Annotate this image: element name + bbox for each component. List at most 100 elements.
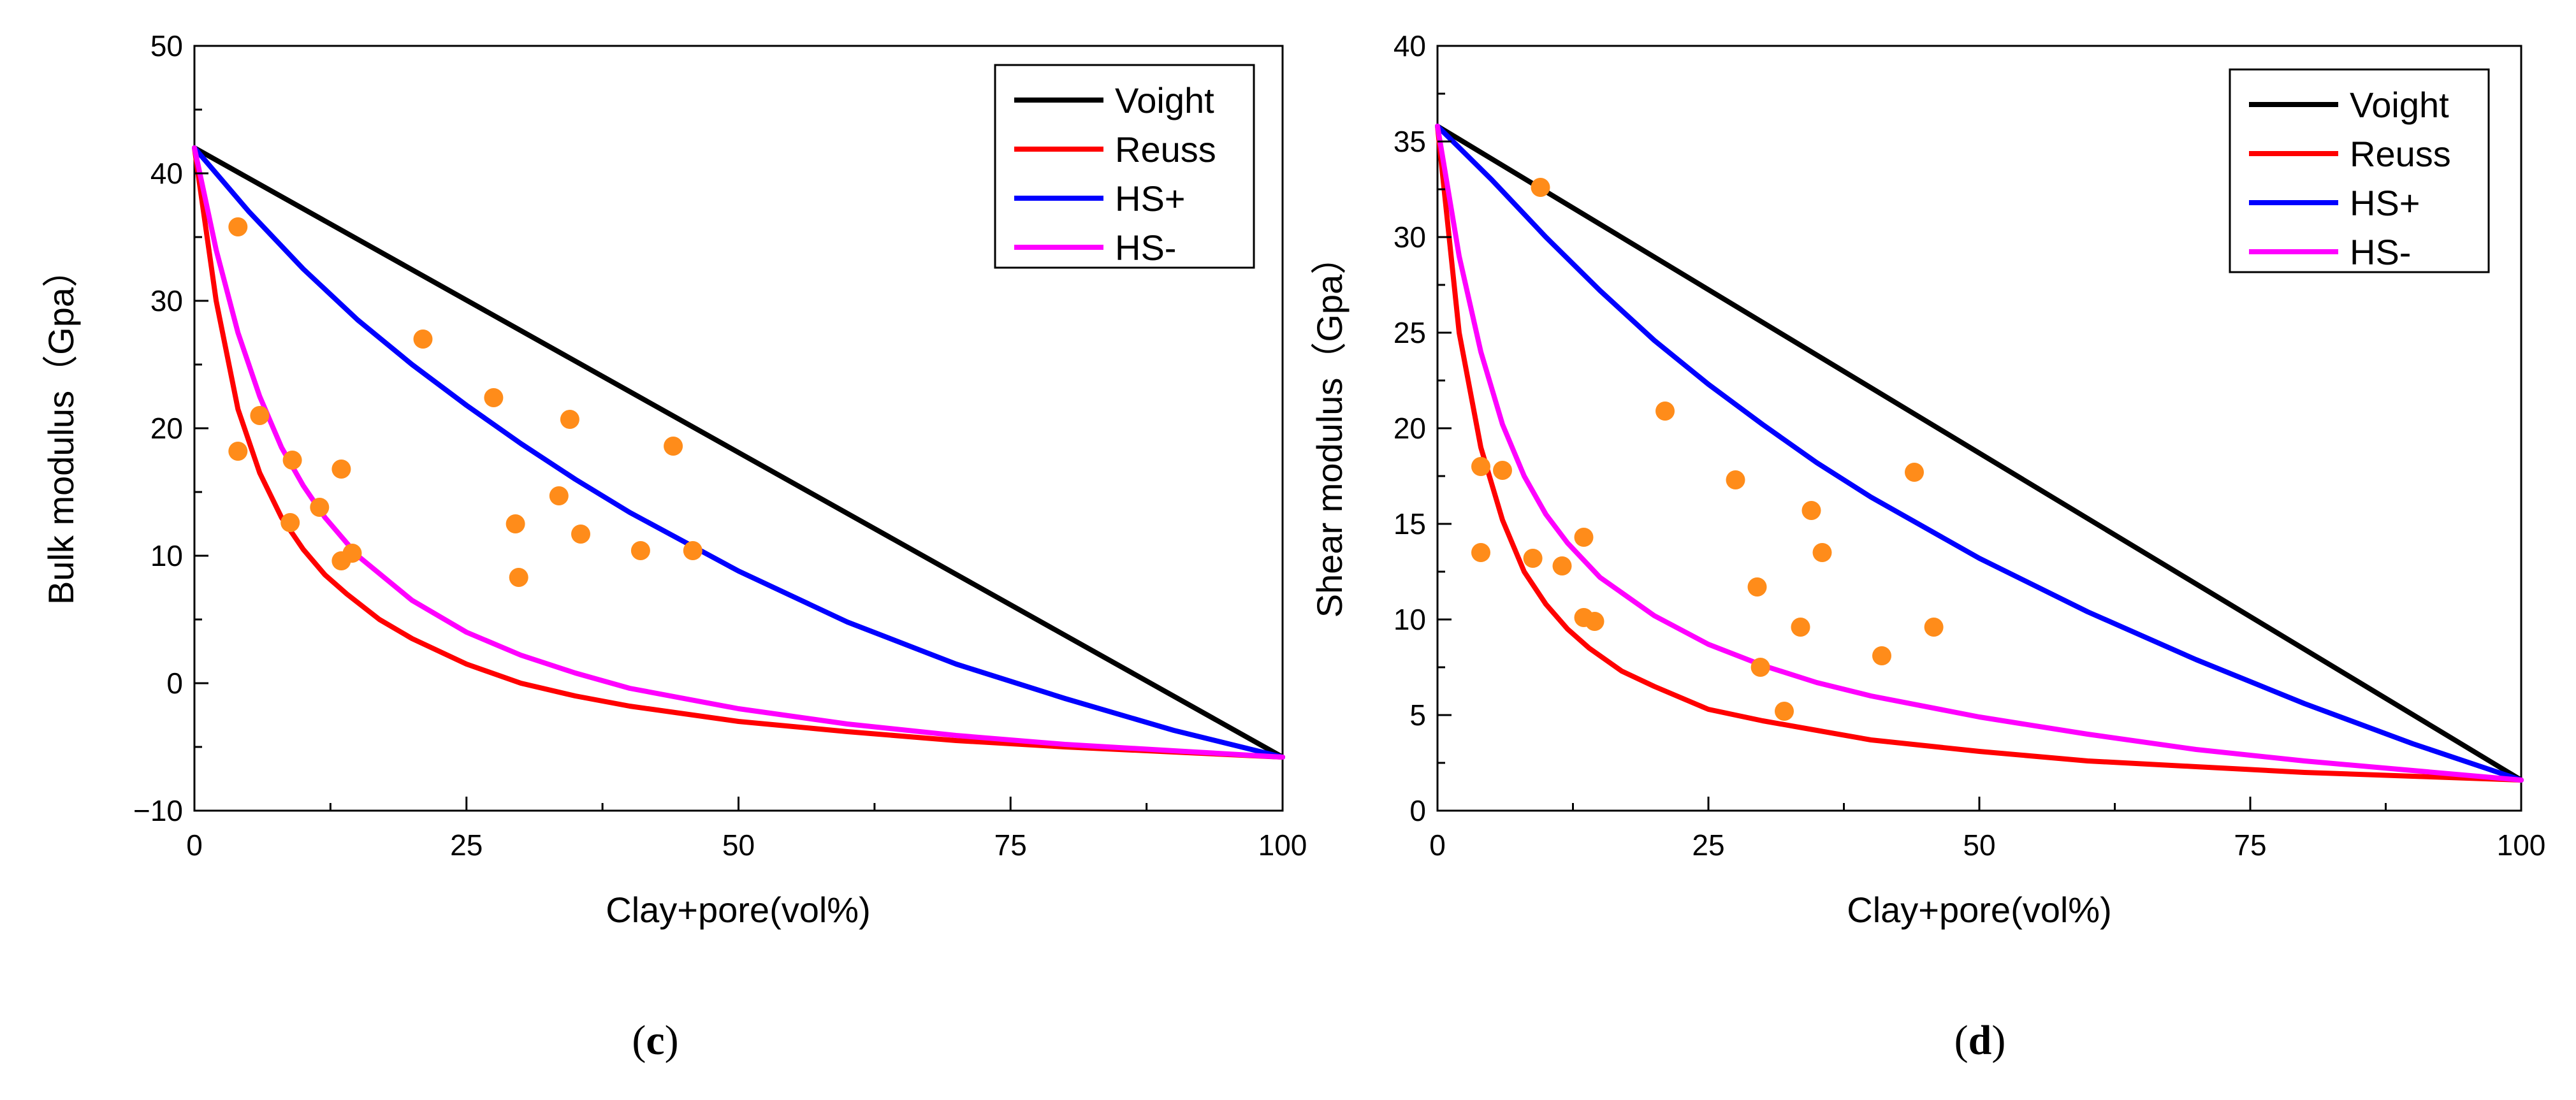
data-point — [282, 451, 302, 470]
data-point — [1872, 646, 1891, 665]
legend-label-hs-plus: HS+ — [1115, 178, 1186, 219]
data-point — [331, 460, 351, 479]
curve-layer — [192, 145, 1285, 760]
y-axis-label: Shear modulus（Gpa） — [1309, 239, 1350, 618]
x-tick-label: 75 — [994, 829, 1027, 862]
y-tick-label: 25 — [1394, 316, 1426, 349]
panel-label-open: ( — [632, 1017, 646, 1064]
x-axis-label: Clay+pore(vol%) — [1847, 890, 2112, 930]
legend-label-voight: Voight — [2350, 85, 2449, 125]
series-voight — [1435, 124, 2524, 783]
legend-label-reuss: Reuss — [1115, 129, 1216, 170]
x-tick-label: 75 — [2234, 829, 2266, 862]
data-point — [1585, 612, 1605, 631]
series-voight — [192, 145, 1285, 760]
y-tick-label: 0 — [1409, 794, 1426, 827]
y-axis-label: Bulk modulus（Gpa） — [41, 252, 81, 605]
y-tick-label: 40 — [150, 157, 183, 190]
y-tick-label: 20 — [150, 412, 183, 445]
panel-label-d: (d) — [1954, 1017, 2006, 1064]
data-point — [1552, 556, 1572, 575]
data-point — [1924, 618, 1944, 637]
x-axis-ticks: 0 25 50 75 100 — [1429, 797, 2545, 862]
x-axis-label: Clay+pore(vol%) — [606, 890, 871, 930]
y-axis-ticks: −10 0 10 20 30 40 50 — [133, 29, 208, 827]
series-hs-minusplus — [192, 145, 1285, 760]
data-point — [1812, 543, 1832, 562]
data-point — [280, 513, 300, 532]
legend: Voight Reuss HS+ HS- — [2229, 68, 2490, 273]
x-tick-label: 0 — [1429, 829, 1446, 862]
panel-label-letter: d — [1968, 1017, 1992, 1064]
data-point — [1775, 702, 1794, 721]
data-point — [1574, 528, 1594, 547]
series-reuss — [192, 145, 1285, 760]
data-point — [1750, 658, 1770, 677]
point-layer — [1471, 178, 1944, 721]
x-tick-label: 50 — [1963, 829, 1995, 862]
data-point — [342, 544, 362, 563]
data-point — [630, 541, 650, 560]
data-point — [1655, 402, 1675, 421]
legend-label-hs-minus: HS- — [2350, 232, 2411, 272]
data-point — [310, 498, 330, 517]
y-axis-ticks: 0 5 10 15 20 25 30 35 40 — [1394, 29, 1452, 827]
series-hs-minusplus — [1435, 124, 2524, 783]
data-point — [1471, 457, 1490, 476]
panel-label-open: ( — [1954, 1017, 1968, 1064]
legend-label-hs-minus: HS- — [1115, 228, 1176, 268]
data-point — [1726, 470, 1745, 489]
x-tick-label: 100 — [2497, 829, 2546, 862]
panel-label-close: ) — [665, 1017, 679, 1064]
y-tick-label: 20 — [1394, 412, 1426, 445]
data-point — [1471, 543, 1490, 562]
y-tick-label: 50 — [150, 29, 183, 62]
x-tick-label: 50 — [722, 829, 755, 862]
data-point — [484, 388, 504, 407]
data-point — [1531, 178, 1550, 197]
point-layer — [228, 217, 702, 587]
legend-label-voight: Voight — [1115, 80, 1214, 120]
data-point — [1905, 463, 1924, 482]
data-point — [1791, 618, 1810, 637]
y-tick-label: 0 — [166, 667, 183, 700]
x-axis-ticks: 0 25 50 75 100 — [186, 797, 1307, 862]
y-tick-label: −10 — [133, 794, 183, 827]
y-tick-label: 30 — [150, 284, 183, 317]
legend-label-hs-plus: HS+ — [2350, 183, 2420, 223]
y-tick-label: 10 — [150, 539, 183, 572]
data-point — [228, 442, 248, 461]
x-tick-label: 25 — [450, 829, 483, 862]
y-tick-label: 40 — [1394, 29, 1426, 62]
data-point — [413, 329, 433, 349]
data-point — [571, 525, 590, 544]
data-point — [1523, 549, 1543, 568]
data-point — [228, 217, 248, 236]
panel-d: 0 25 50 75 100 0 5 10 15 20 25 30 35 40 Voight Reuss… — [1309, 29, 2545, 930]
x-tick-label: 25 — [1692, 829, 1724, 862]
data-point — [1801, 501, 1821, 520]
series-hs-minus — [192, 145, 1285, 760]
y-tick-label: 10 — [1394, 603, 1426, 636]
panel-label-letter: c — [646, 1017, 664, 1064]
y-tick-label: 35 — [1394, 125, 1426, 158]
legend-label-reuss: Reuss — [2350, 134, 2451, 174]
panel-label-close: ) — [1991, 1017, 2005, 1064]
y-tick-label: 15 — [1394, 507, 1426, 540]
data-point — [664, 437, 683, 456]
data-point — [549, 486, 569, 505]
y-tick-label: 30 — [1394, 221, 1426, 254]
data-point — [509, 568, 528, 587]
panel-label-c: (c) — [632, 1017, 678, 1064]
y-tick-label: 5 — [1409, 698, 1426, 732]
data-point — [683, 541, 702, 560]
data-point — [250, 406, 270, 425]
series-reuss — [1435, 124, 2524, 783]
data-point — [506, 514, 525, 533]
legend-box — [994, 64, 1255, 269]
curve-layer — [1435, 124, 2524, 783]
data-point — [1493, 461, 1512, 480]
legend: Voight Reuss HS+ HS- — [994, 64, 1255, 269]
